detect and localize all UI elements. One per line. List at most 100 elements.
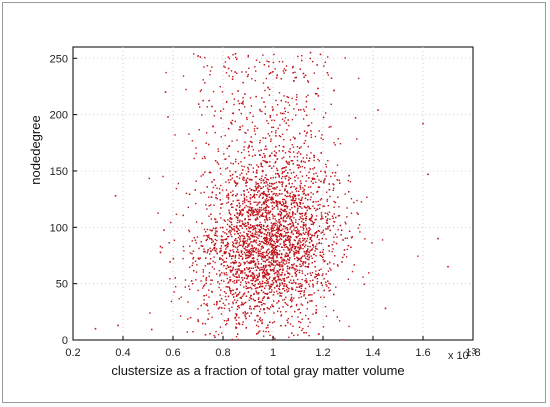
data-point [252, 229, 254, 231]
data-point [207, 236, 209, 238]
data-point [297, 241, 299, 243]
data-point [247, 150, 250, 153]
data-point [287, 195, 289, 197]
data-point [303, 246, 306, 248]
data-point [314, 178, 316, 180]
data-point [347, 179, 349, 182]
data-point [197, 55, 199, 57]
data-point [226, 322, 228, 325]
data-point [266, 219, 268, 221]
data-point [234, 254, 237, 257]
data-point [334, 171, 337, 174]
data-point [272, 177, 274, 179]
data-point [266, 234, 268, 236]
data-point [239, 291, 241, 294]
data-point [281, 292, 283, 294]
data-point [257, 183, 259, 185]
data-point [329, 261, 331, 264]
data-point [240, 251, 243, 254]
data-point [327, 227, 329, 230]
data-point [311, 249, 313, 251]
data-point [260, 179, 262, 182]
data-point [294, 227, 296, 229]
data-point [353, 201, 355, 204]
data-point [234, 53, 237, 55]
data-point [267, 282, 269, 284]
data-point [260, 266, 262, 269]
data-point [208, 234, 210, 236]
data-point [211, 239, 213, 241]
data-point [329, 289, 331, 291]
data-point [316, 282, 318, 285]
data-point [264, 155, 266, 157]
data-point [255, 95, 257, 98]
data-point [232, 266, 234, 268]
data-point [286, 161, 288, 164]
data-point [235, 261, 237, 263]
data-point [264, 209, 266, 211]
data-point [272, 208, 274, 210]
data-point [257, 332, 259, 334]
data-point [236, 72, 238, 74]
data-point [257, 185, 260, 187]
data-point [292, 194, 295, 196]
data-point [213, 234, 216, 236]
data-point [283, 138, 285, 141]
data-point [307, 230, 310, 232]
data-point [281, 168, 283, 170]
data-point [225, 238, 227, 241]
data-point [287, 172, 289, 174]
data-point [265, 265, 267, 268]
data-point [267, 249, 269, 251]
data-point [259, 110, 261, 112]
data-point [241, 295, 244, 297]
data-point [292, 199, 294, 201]
data-point [270, 177, 272, 179]
data-point [232, 163, 234, 165]
data-point [227, 245, 229, 247]
data-point [284, 240, 286, 242]
data-point [212, 240, 214, 243]
data-point [321, 216, 323, 218]
data-point [203, 191, 205, 194]
data-point [283, 230, 286, 233]
data-point [215, 218, 217, 221]
data-point [316, 281, 319, 283]
data-point [288, 249, 290, 251]
data-point [298, 164, 301, 166]
data-point [274, 202, 276, 204]
data-point [265, 215, 268, 217]
data-point [288, 104, 291, 106]
data-point [255, 219, 257, 222]
data-point [238, 177, 241, 179]
data-point [259, 201, 261, 204]
data-point [287, 179, 290, 181]
data-point [263, 264, 265, 267]
data-point [284, 107, 286, 110]
data-point [261, 245, 263, 247]
data-point [309, 198, 312, 201]
data-point [331, 215, 334, 217]
data-point [255, 209, 258, 212]
data-point [241, 323, 244, 326]
data-point [259, 250, 261, 252]
data-point [202, 271, 204, 273]
data-point [279, 262, 281, 264]
data-point [267, 326, 269, 329]
data-point [327, 205, 329, 207]
data-point [240, 270, 243, 272]
data-point [234, 255, 237, 258]
data-point [256, 208, 259, 211]
data-point [208, 296, 210, 298]
data-point [289, 139, 292, 141]
data-point [308, 241, 311, 244]
data-point [248, 218, 250, 221]
data-point [223, 153, 225, 155]
data-point [299, 132, 301, 135]
data-point [279, 181, 281, 184]
data-point [236, 299, 239, 302]
data-point [294, 196, 296, 198]
data-point [338, 179, 340, 181]
data-point [280, 181, 283, 183]
data-point [305, 278, 307, 280]
